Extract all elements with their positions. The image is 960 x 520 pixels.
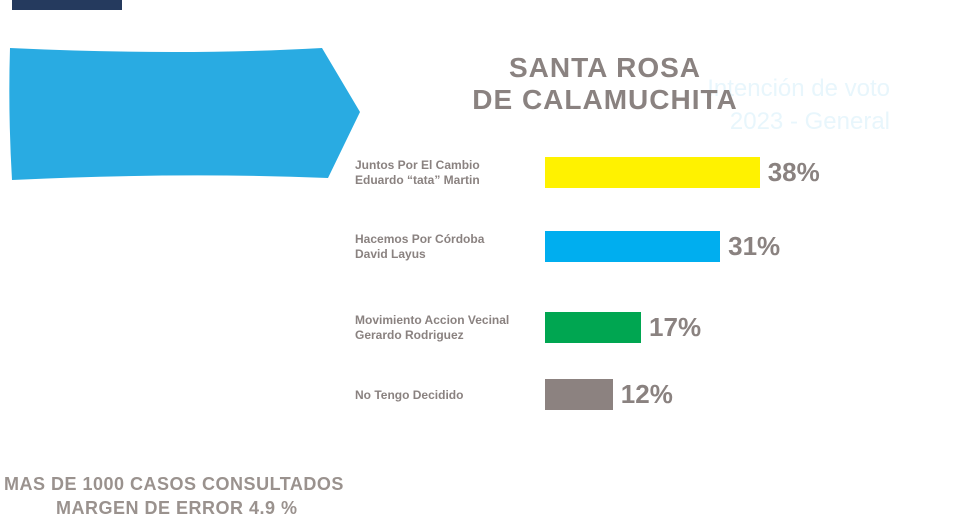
bar <box>545 231 721 262</box>
category-label: No Tengo Decidido <box>355 388 463 403</box>
category-label-line2: David Layus <box>355 247 426 261</box>
value-label: 38% <box>767 157 820 187</box>
category-label: Hacemos Por Córdoba David Layus <box>355 232 484 262</box>
value-label: 12% <box>620 379 673 409</box>
bar <box>545 312 642 343</box>
bar <box>545 157 760 188</box>
banner-line1: Intención de voto <box>707 75 890 102</box>
chart-title-line1: SANTA ROSA <box>509 52 701 83</box>
banner-line2: 2023 - General <box>729 108 890 135</box>
chart-title-line2: DE CALAMUCHITA <box>472 84 738 115</box>
category-label-line2: Gerardo Rodriguez <box>355 328 464 342</box>
category-label-line2: Eduardo “tata” Martin <box>355 173 480 187</box>
category-label-line1: Movimiento Accion Vecinal <box>355 313 510 327</box>
chart-title: SANTA ROSA DE CALAMUCHITA <box>470 52 740 116</box>
category-label-line1: No Tengo Decidido <box>355 388 464 402</box>
banner-arrow <box>9 48 360 180</box>
value-label: 31% <box>728 231 781 261</box>
banner-text: Intención de voto 2023 - General <box>707 72 890 138</box>
logo <box>12 0 122 10</box>
category-label: Movimiento Accion Vecinal Gerardo Rodrigu… <box>355 313 509 343</box>
cases-note: MAS DE 1000 CASOS CONSULTADOS <box>4 474 344 494</box>
category-label: Juntos Por El Cambio Eduardo “tata” Marti… <box>355 158 480 188</box>
bar <box>545 379 613 410</box>
value-label: 17% <box>649 312 702 342</box>
category-label-line1: Juntos Por El Cambio <box>355 158 480 172</box>
margin-note: MARGEN DE ERROR 4.9 % <box>56 498 298 518</box>
category-label-line1: Hacemos Por Córdoba <box>355 232 485 246</box>
